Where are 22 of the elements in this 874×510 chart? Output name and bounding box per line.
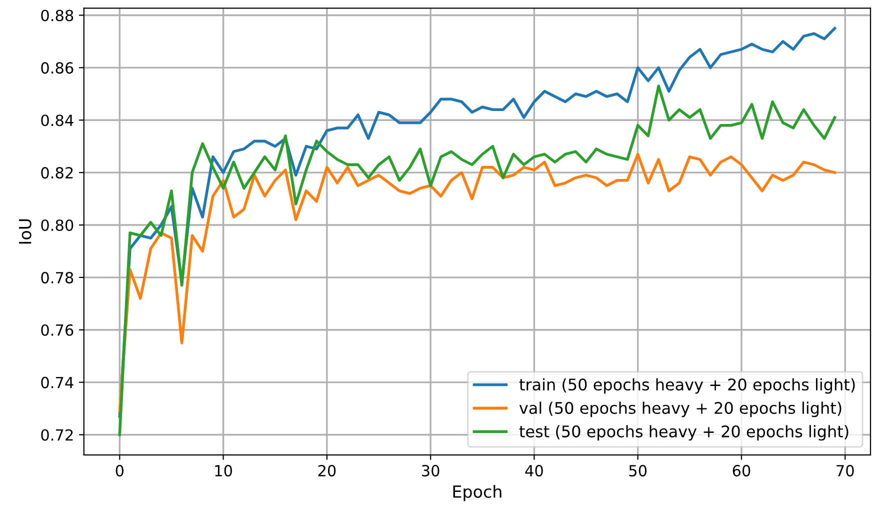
x-tick-label: 20 [318,464,336,476]
x-tick-label: 10 [215,464,232,476]
y-tick-label: 0.78 [41,272,74,284]
y-tick-label: 0.86 [41,62,74,74]
y-tick-label: 0.76 [41,324,74,336]
y-tick-label: 0.84 [41,114,74,126]
y-tick-label: 0.72 [41,429,73,441]
legend-label: val (50 epochs heavy + 20 epochs light) [519,402,842,418]
y-tick-label: 0.80 [41,219,74,232]
legend-label: train (50 epochs heavy + 20 epochs light) [519,378,855,394]
x-tick-label: 40 [525,464,543,476]
x-tick-label: 60 [732,464,750,476]
y-tick-label: 0.88 [41,10,74,22]
x-axis-title: Epoch [453,484,502,502]
y-tick-label: 0.74 [41,376,74,388]
y-tick-label: 0.82 [41,167,73,179]
x-tick-label: 0 [116,464,124,476]
x-tick-label: 30 [422,464,440,476]
x-tick-label: 50 [629,464,647,476]
legend-label: test (50 epochs heavy + 20 epochs light) [519,425,848,441]
y-axis-title: IoU [18,219,32,244]
x-tick-label: 70 [836,464,854,476]
